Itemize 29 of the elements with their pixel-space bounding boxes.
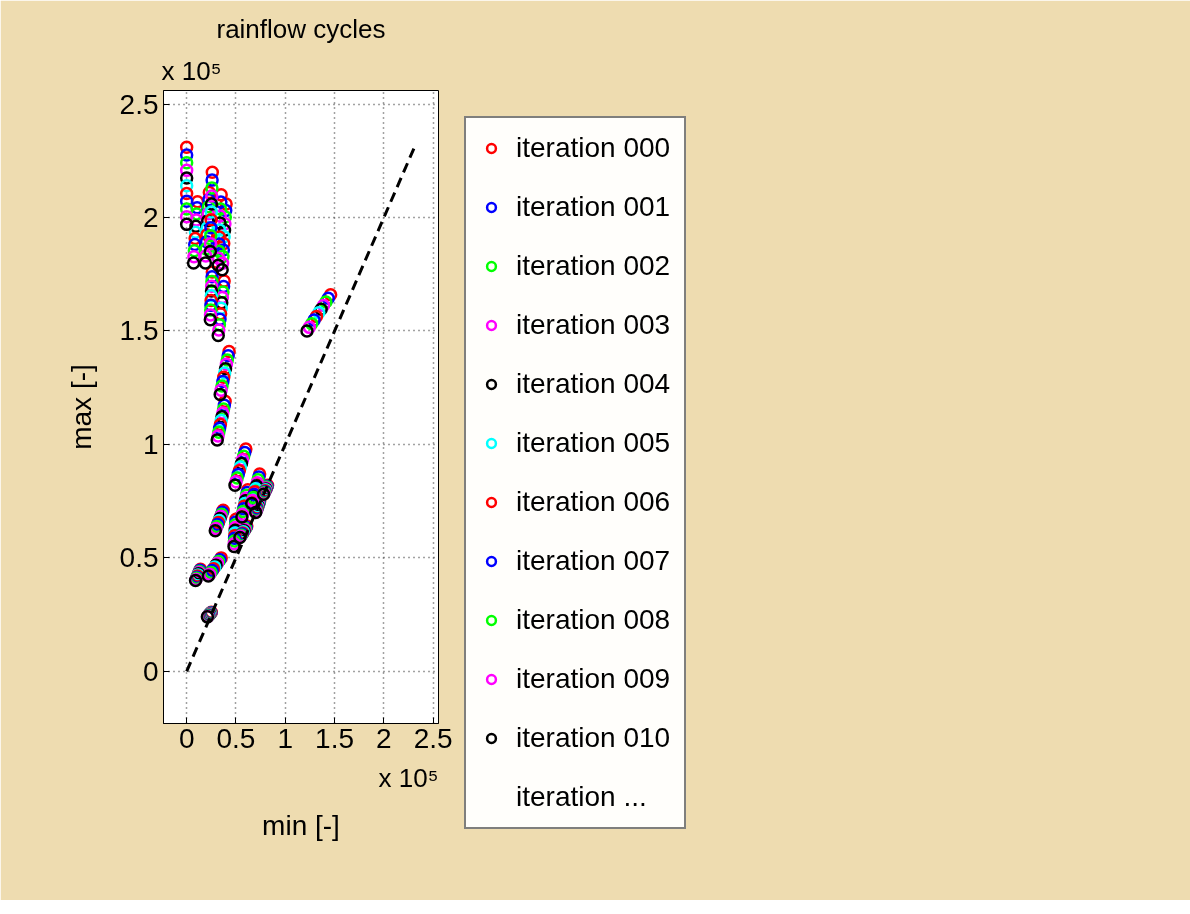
x-tick-label: 2 [376, 722, 392, 754]
legend-label: iteration 009 [516, 663, 671, 695]
legend-label: iteration 008 [516, 604, 671, 636]
x-axis-title: min [-] [262, 809, 340, 841]
legend-label: iteration 000 [516, 132, 671, 164]
legend-label: iteration 004 [516, 368, 671, 400]
y-tick-label: 2.5 [119, 88, 159, 120]
y-tick-label: 1 [142, 428, 159, 460]
y-tick-label: 0.5 [119, 542, 159, 574]
text: iteration ... [516, 781, 647, 813]
text: x 10⁵ [161, 55, 222, 86]
text: x 10⁵ [378, 762, 439, 793]
legend-label: iteration 001 [516, 191, 671, 223]
legend-label: iteration 003 [516, 309, 671, 341]
legend-label: iteration 002 [516, 250, 671, 282]
legend-label: iteration 005 [516, 427, 671, 459]
x-tick-label: 0.5 [216, 722, 256, 754]
chart-title: rainflow cycles [216, 13, 386, 44]
x-tick-label: 2.5 [413, 722, 453, 754]
y-tick-label: 2 [142, 202, 159, 234]
x-tick-label: 1 [277, 722, 294, 754]
legend-label: iteration 007 [516, 545, 671, 577]
y-axis-title: max [-] [65, 364, 97, 450]
x-tick-label: 1.5 [315, 722, 355, 754]
legend-label: iteration 006 [516, 486, 671, 518]
y-tick-label: 0 [142, 655, 159, 687]
legend-label: iteration 010 [516, 722, 671, 754]
y-tick-label: 1.5 [119, 315, 159, 347]
x-tick-label: 0 [178, 722, 195, 754]
